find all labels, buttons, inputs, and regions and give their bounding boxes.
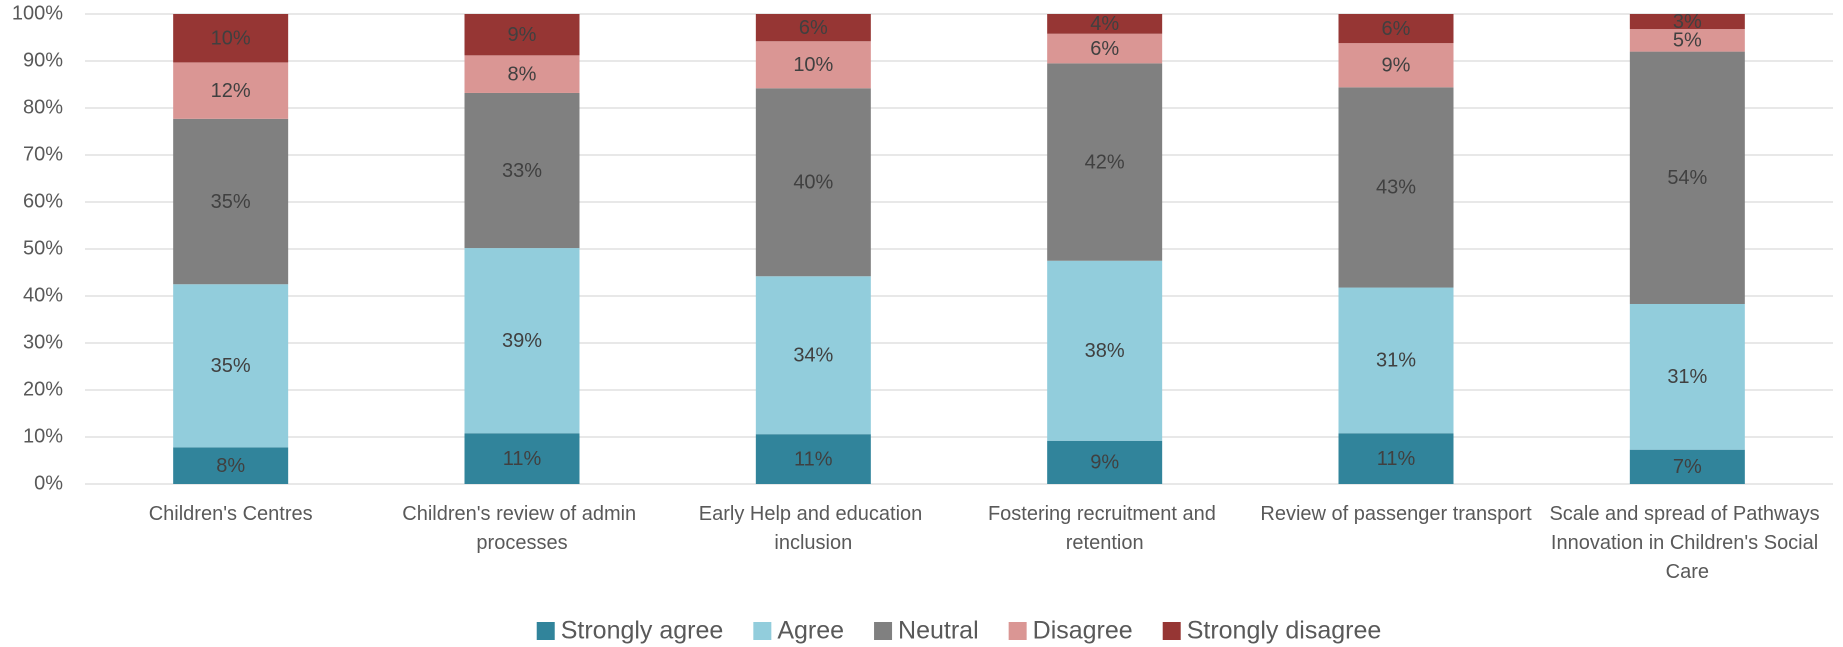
y-tick-label: 30%	[23, 331, 63, 353]
y-tick-label: 20%	[23, 378, 63, 400]
data-label: 9%	[508, 24, 537, 46]
data-label: 35%	[211, 355, 251, 377]
y-tick-label: 80%	[23, 96, 63, 118]
legend-label: Neutral	[898, 617, 979, 645]
bar-segment	[1338, 14, 1454, 44]
data-label: 33%	[502, 160, 542, 182]
y-tick-label: 60%	[23, 190, 63, 212]
bar-segment	[173, 284, 289, 448]
data-label: 9%	[1382, 55, 1411, 77]
data-label: 6%	[1382, 18, 1411, 40]
bar-segment	[1338, 43, 1454, 88]
bar-segment	[1629, 51, 1745, 304]
legend-label: Disagree	[1033, 617, 1133, 645]
bar-segment	[173, 447, 289, 484]
data-label: 11%	[794, 448, 833, 470]
bar-segment	[464, 55, 580, 93]
data-label: 12%	[211, 80, 251, 102]
data-label: 6%	[799, 17, 828, 39]
data-label: 9%	[1090, 452, 1119, 474]
data-label: 8%	[216, 455, 245, 477]
legend-label: Strongly disagree	[1187, 617, 1382, 645]
bar-segment	[1047, 33, 1163, 64]
bar-segment	[755, 276, 871, 435]
x-tick-label: Children's review of admin processes	[402, 503, 641, 554]
bar-segment	[1047, 440, 1163, 484]
bar-segment	[755, 434, 871, 484]
data-label: 5%	[1673, 30, 1702, 52]
data-label: 11%	[503, 448, 542, 470]
data-label: 31%	[1667, 366, 1707, 388]
bar-segment	[1629, 29, 1745, 52]
bar-segment	[1047, 63, 1163, 261]
legend-swatch	[753, 622, 772, 640]
y-tick-label: 40%	[23, 284, 63, 306]
bar-segment	[1047, 260, 1163, 441]
data-label: 10%	[793, 54, 833, 76]
bar-segment	[173, 62, 289, 119]
y-tick-label: 0%	[34, 472, 63, 494]
data-label: 54%	[1667, 167, 1707, 189]
bar-segment	[755, 88, 871, 277]
data-label: 42%	[1085, 151, 1125, 173]
bar-segment	[464, 433, 580, 484]
x-tick-label: Children's Centres	[149, 503, 313, 525]
x-tick-label: Review of passenger transport	[1260, 503, 1532, 525]
x-tick-label: Scale and spread of Pathways Innovation …	[1549, 503, 1825, 583]
bar-segment	[1338, 87, 1454, 288]
data-label: 34%	[793, 345, 833, 367]
y-tick-label: 100%	[12, 2, 63, 24]
data-label: 40%	[793, 172, 833, 194]
bar-segment	[1047, 14, 1163, 34]
y-tick-label: 90%	[23, 49, 63, 71]
bar-segment	[173, 14, 289, 63]
legend-swatch	[1008, 622, 1027, 640]
data-label: 31%	[1376, 350, 1416, 372]
data-label: 4%	[1090, 13, 1119, 35]
legend-swatch	[874, 622, 893, 640]
legend-label: Strongly agree	[561, 617, 724, 645]
bar-segment	[1629, 449, 1745, 484]
bar-segment	[1338, 287, 1454, 434]
legend-label: Agree	[777, 617, 844, 645]
bar-segment	[464, 14, 580, 56]
bar-segment	[755, 14, 871, 42]
bar-segment	[173, 118, 289, 285]
y-tick-label: 70%	[23, 143, 63, 165]
data-label: 8%	[508, 63, 537, 85]
bar-segment	[1629, 303, 1745, 450]
data-label: 43%	[1376, 177, 1416, 199]
bar-segment	[464, 92, 580, 249]
bar-segment	[1338, 433, 1454, 484]
x-tick-label: Fostering recruitment and retention	[988, 503, 1221, 554]
bar-segment	[1629, 14, 1745, 30]
y-tick-label: 10%	[23, 425, 63, 447]
data-label: 7%	[1673, 456, 1702, 478]
data-label: 3%	[1673, 11, 1702, 33]
data-label: 35%	[211, 191, 251, 213]
data-label: 6%	[1090, 38, 1119, 60]
data-label: 11%	[1377, 448, 1416, 470]
y-tick-label: 50%	[23, 237, 63, 259]
data-label: 39%	[502, 330, 542, 352]
bar-segment	[464, 248, 580, 434]
data-label: 10%	[211, 27, 251, 49]
legend-swatch	[536, 622, 555, 640]
x-tick-label: Early Help and education inclusion	[699, 503, 928, 554]
data-label: 38%	[1085, 340, 1125, 362]
legend-swatch	[1162, 622, 1181, 640]
bar-segment	[755, 41, 871, 89]
